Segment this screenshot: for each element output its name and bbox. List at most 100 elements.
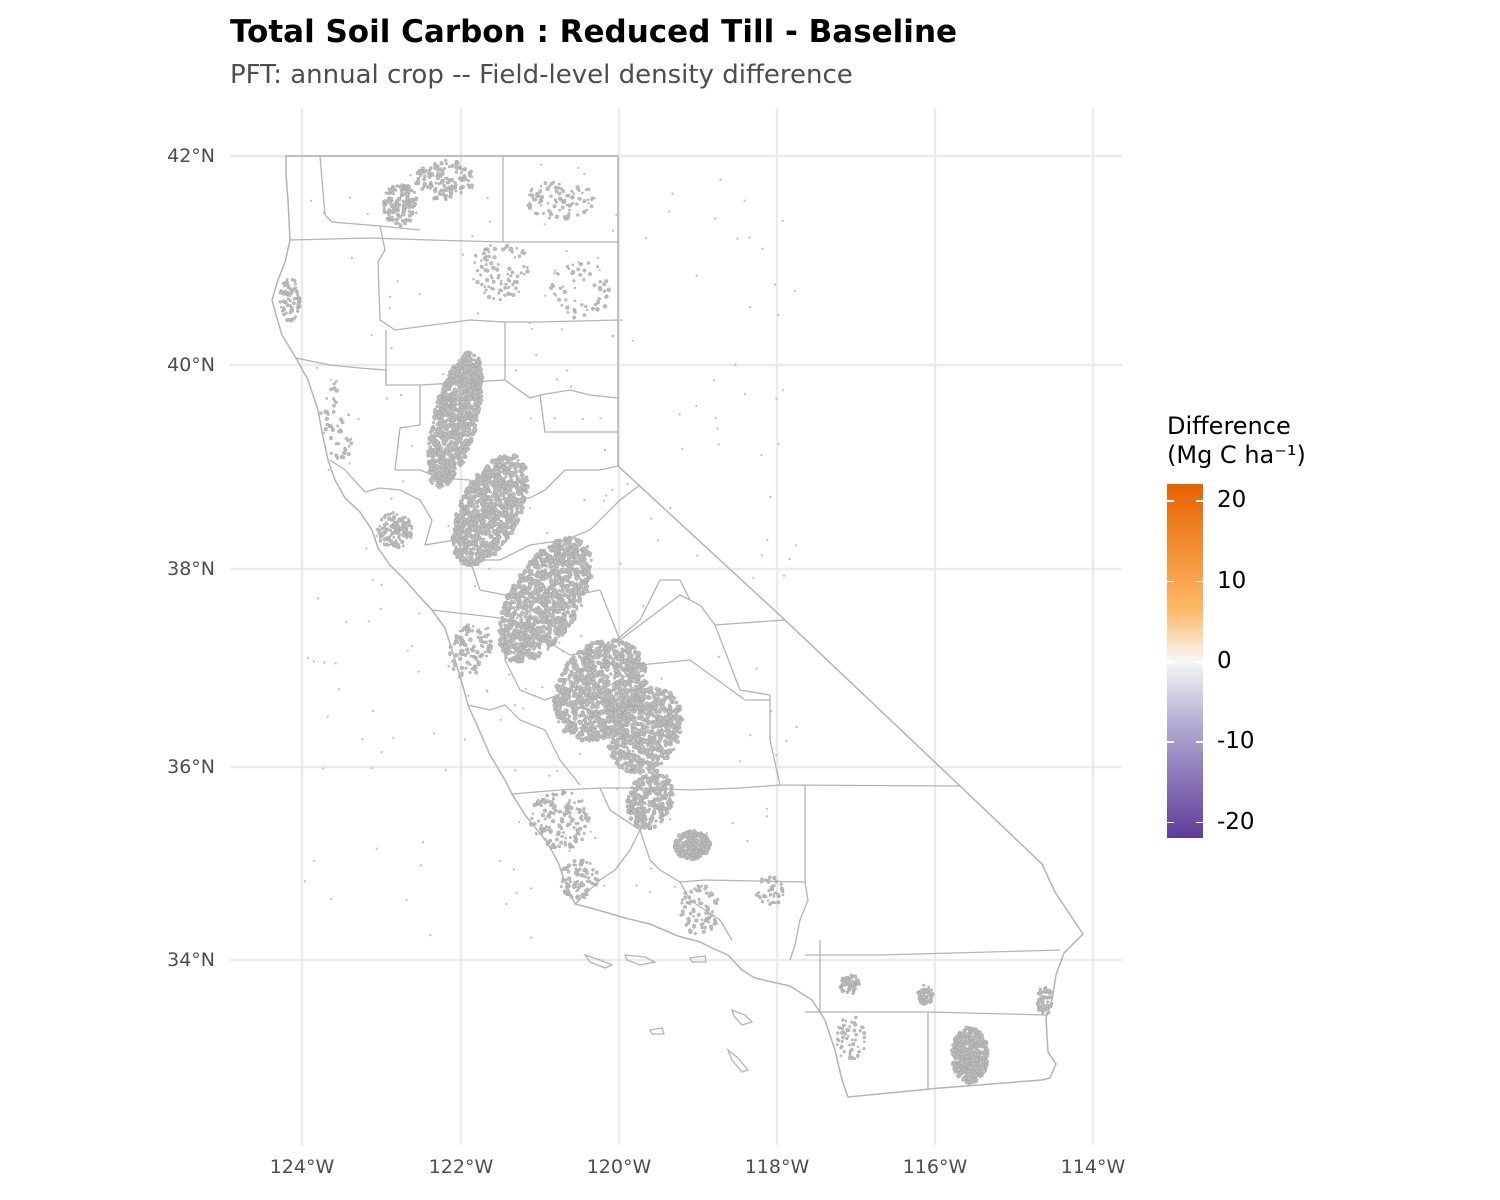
field-parcel [441,439,447,445]
field-parcel [431,421,436,425]
field-parcel [657,789,662,794]
field-parcel [507,632,511,637]
field-parcel [665,695,669,699]
field-parcel [667,703,672,707]
field-parcel [606,728,612,734]
field-parcel [636,650,642,656]
field-parcel [641,674,645,678]
field-parcel [655,762,660,767]
field-parcel [471,546,476,551]
field-parcel [478,548,484,554]
field-parcel [515,648,519,652]
field-parcel [618,714,622,718]
field-parcel [565,717,570,723]
field-parcel [635,765,641,771]
field-parcel [602,723,607,728]
field-parcel [652,734,657,738]
field-parcel [587,569,591,573]
field-parcel [438,481,442,485]
field-parcel [652,824,657,829]
field-parcel [579,695,585,701]
field-parcel [565,551,570,556]
field-parcel [459,417,464,421]
field-parcel [483,506,487,510]
field-parcel [492,529,497,535]
field-parcel [463,560,469,566]
field-parcel [654,819,658,823]
field-parcel [604,667,610,672]
field-parcel [599,711,603,716]
field-parcel [610,724,615,729]
field-parcel [663,710,667,714]
field-parcel [472,353,477,358]
field-parcel [497,535,502,540]
field-parcel [573,549,578,554]
field-parcel [458,389,464,395]
field-parcel [507,470,511,474]
field-parcel [542,625,547,630]
field-parcel [462,375,466,379]
field-parcel [625,713,631,719]
field-parcel [451,392,455,396]
field-parcel [512,600,517,605]
field-parcel [451,400,456,405]
field-parcel [460,405,464,409]
field-parcel [435,405,439,409]
field-parcel [460,459,466,465]
field-parcel [639,810,643,814]
field-parcel [509,529,515,535]
field-parcel [655,773,659,778]
field-parcel [512,655,516,660]
field-parcel [472,389,478,395]
field-parcel [507,505,511,510]
field-parcel [522,570,527,575]
field-parcel [549,548,553,553]
field-parcel [627,753,633,758]
field-parcel [486,530,492,536]
field-parcel [571,609,577,615]
field-parcel [499,630,505,635]
field-parcel [541,557,546,562]
field-parcel [580,667,584,671]
field-parcel [519,610,525,616]
field-parcel [636,656,642,662]
field-parcel [557,545,562,549]
field-parcel [622,757,627,761]
field-parcel [563,708,568,713]
field-parcel [507,514,512,519]
field-parcel [547,545,551,549]
field-parcel [454,423,459,428]
field-parcel [562,667,567,672]
field-parcel [455,439,460,443]
field-parcel [623,705,627,709]
field-parcel [475,552,480,557]
field-parcel [547,561,552,565]
field-parcel [502,489,507,493]
field-parcel [532,619,536,624]
field-parcel [439,446,444,451]
field-parcel [585,726,590,731]
field-parcel [429,463,434,468]
field-parcel [453,413,458,419]
field-parcel [641,748,646,753]
field-parcel [620,743,625,748]
field-parcel [455,397,460,401]
field-parcel [587,564,591,568]
field-parcel [593,654,599,660]
field-parcel [512,651,516,655]
field-parcel [591,676,596,681]
field-parcel [669,719,673,723]
field-parcel [619,725,623,729]
field-parcel [462,451,467,456]
field-parcel [611,644,615,648]
field-parcel [631,700,636,706]
field-parcel [466,528,471,534]
field-parcel [505,535,509,539]
field-parcel [556,705,562,711]
field-parcel [496,527,502,533]
field-parcel [503,507,508,512]
field-parcel [606,700,610,704]
field-parcel [660,700,666,705]
field-parcel [454,449,461,456]
field-parcel [593,672,599,678]
